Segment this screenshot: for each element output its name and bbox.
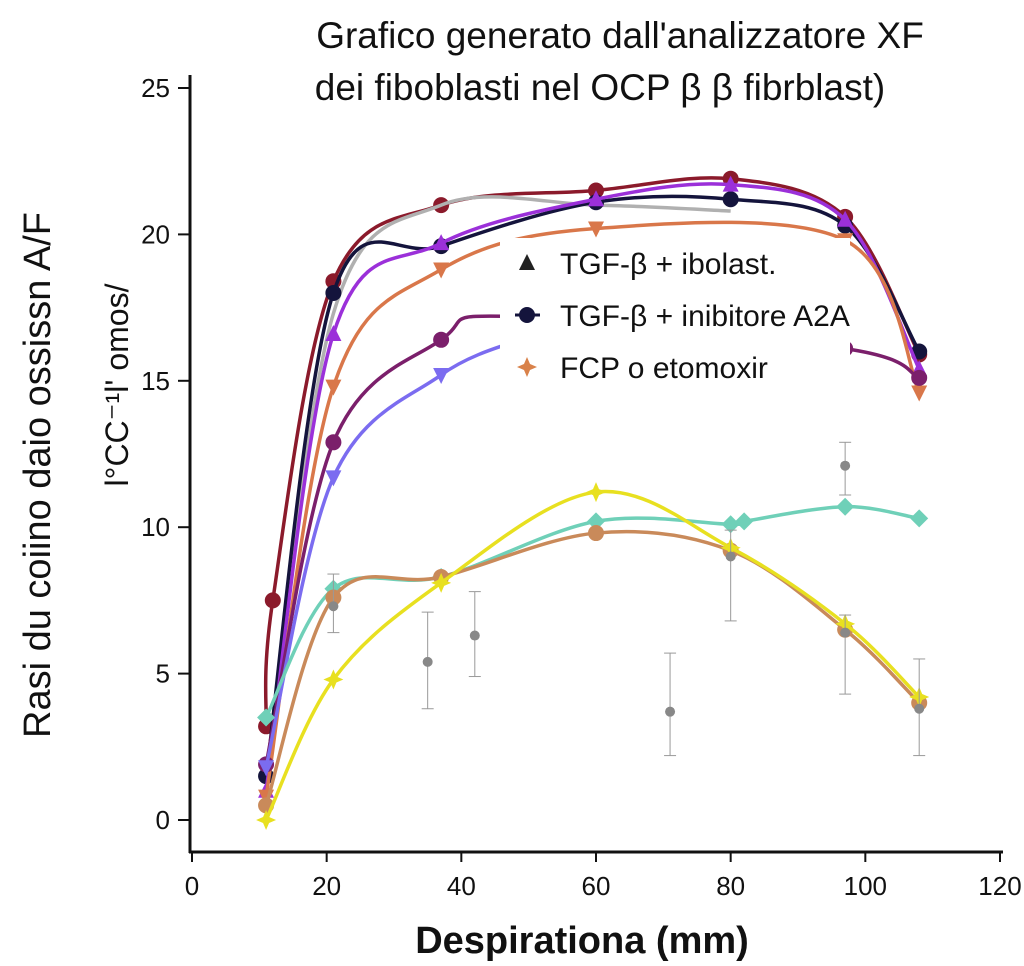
- diamond-marker: [257, 708, 276, 727]
- x-tick-label: 0: [185, 871, 199, 901]
- triangle-down-marker: [325, 379, 342, 396]
- star-marker: [586, 482, 606, 503]
- scatter-point-with-error-bar: [468, 591, 481, 678]
- legend-label: TGF-β + inibitore A2A: [560, 300, 850, 333]
- legend: TGF-β + ibolast. TGF-β + inibitore A2A FCP…: [500, 238, 850, 388]
- circle-marker: [722, 191, 739, 208]
- scatter-point-with-error-bar: [664, 652, 677, 757]
- scatter-marker: [328, 601, 339, 612]
- scatter-point-with-error-bar: [724, 529, 737, 622]
- scatter-point-with-error-bar: [839, 614, 852, 695]
- y-tick-label: 20: [141, 219, 170, 249]
- circle-marker: [588, 525, 604, 542]
- chart-title-line-2: dei fiboblasti nel OCP β β fibrblast): [315, 67, 885, 108]
- triangle-marker: [837, 210, 854, 227]
- star-marker: [431, 572, 452, 593]
- triangle-down-marker: [588, 221, 604, 238]
- scatter-point-with-error-bar: [327, 573, 340, 634]
- y-tick-label: 15: [141, 366, 170, 396]
- legend-background: [500, 238, 850, 388]
- triangle-down-marker: [911, 385, 928, 402]
- diamond-marker: [735, 512, 754, 531]
- scatter-marker: [914, 703, 925, 714]
- diamond-marker: [721, 515, 740, 534]
- scatter-point-with-error-bar: [839, 441, 852, 496]
- scatter-marker: [725, 551, 736, 562]
- triangle-down-marker: [258, 760, 275, 777]
- scatter-point-with-error-bar: [913, 658, 926, 757]
- circle-marker: [433, 331, 450, 348]
- y-axis-label: Rasi du coiino daio ossissn A/F: [17, 212, 59, 738]
- x-tick-label: 60: [582, 871, 611, 901]
- series-line: [264, 489, 921, 821]
- diamond-marker: [836, 497, 855, 516]
- x-tick-label: 120: [978, 871, 1021, 901]
- star-marker: [323, 669, 344, 690]
- star-marker: [256, 810, 277, 830]
- triangle-down-marker: [433, 367, 450, 384]
- triangle-down-marker: [325, 470, 342, 487]
- triangle-marker: [433, 234, 450, 251]
- circle-marker: [325, 284, 342, 301]
- triangle-marker: [722, 175, 739, 192]
- circle-marker: [911, 343, 928, 360]
- triangle-marker: [588, 190, 604, 207]
- scatter-point-with-error-bar: [421, 611, 434, 710]
- legend-label: TGF-β + ibolast.: [560, 248, 776, 281]
- x-tick-label: 80: [716, 871, 745, 901]
- diamond-marker: [910, 509, 929, 528]
- x-tick-label: 100: [844, 871, 887, 901]
- diamond-marker: [587, 512, 605, 531]
- y-tick-label: 5: [156, 659, 170, 689]
- circle-marker: [264, 592, 281, 609]
- y-tick-label: 10: [141, 512, 170, 542]
- scatter-marker: [665, 706, 676, 717]
- scatter-marker: [840, 460, 851, 471]
- scatter-marker: [840, 627, 851, 638]
- y-tick-label: 25: [141, 73, 170, 103]
- x-tick-label: 40: [447, 871, 476, 901]
- triangle-down-marker: [433, 262, 450, 279]
- series-line: [264, 529, 921, 806]
- scatter-marker: [469, 630, 480, 641]
- legend-label: FCP o etomoxir: [560, 352, 768, 385]
- scatter-marker: [422, 656, 433, 667]
- circle-marker: [325, 434, 342, 451]
- y-axis-label-inner: l°CC⁻¹l' omos/: [99, 283, 135, 486]
- x-axis-label: Despirationa (mm): [415, 920, 749, 961]
- triangle-marker: [519, 254, 535, 270]
- series-9: [258, 525, 928, 814]
- chart-title-line-1: Grafico generato dall'analizzatore XF: [316, 15, 924, 56]
- star-marker: [517, 357, 537, 377]
- y-tick-label: 0: [156, 805, 170, 835]
- triangle-marker: [325, 324, 342, 341]
- x-tick-label: 20: [312, 871, 341, 901]
- circle-marker: [911, 369, 928, 386]
